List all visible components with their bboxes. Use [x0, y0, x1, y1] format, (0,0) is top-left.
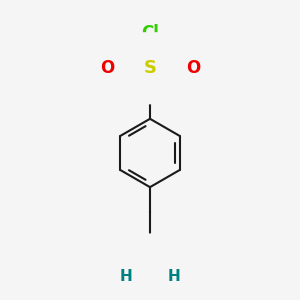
Text: Cl: Cl: [141, 24, 159, 42]
Text: H: H: [167, 269, 180, 284]
Text: O: O: [100, 59, 114, 77]
Text: O: O: [186, 59, 200, 77]
Text: N: N: [143, 258, 157, 276]
Text: S: S: [143, 59, 157, 77]
Text: H: H: [120, 269, 133, 284]
